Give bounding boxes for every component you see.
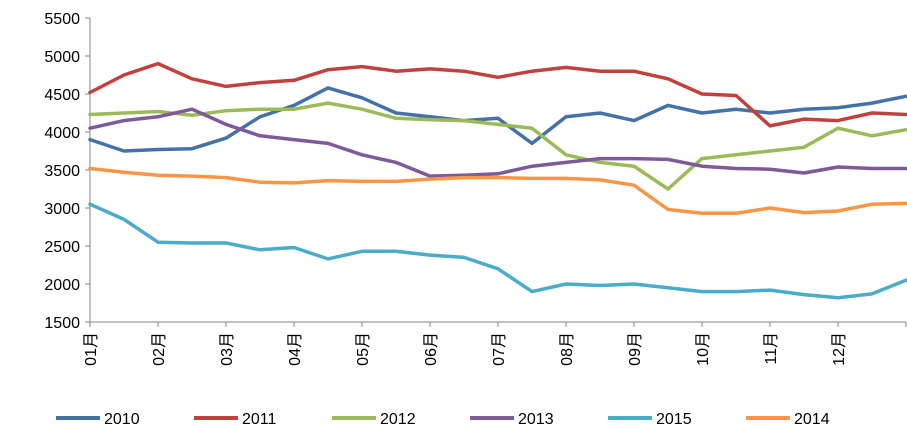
x-tick-label: 03月 [219, 332, 236, 366]
x-tick-label: 11月 [763, 332, 780, 365]
x-tick-label: 04月 [287, 332, 304, 366]
legend-label-2011: 2011 [242, 411, 277, 428]
y-tick-label: 3500 [44, 163, 80, 180]
x-tick-label: 10月 [695, 332, 712, 366]
x-tick-label: 12月 [831, 332, 848, 366]
series-line-2015 [88, 202, 907, 300]
legend-label-2015: 2015 [656, 411, 692, 428]
x-tick-label: 09月 [627, 332, 644, 366]
x-tick-label: 01月 [83, 332, 100, 366]
series-line-2011 [88, 61, 907, 128]
series-line-2010 [88, 86, 907, 153]
legend-label-2013: 2013 [518, 411, 554, 428]
legend-label-2010: 2010 [104, 411, 140, 428]
y-tick-label: 5000 [44, 49, 80, 66]
series-line-2012 [88, 101, 907, 191]
axes: 1500 2000 2500 3000 3500 4000 4500 5000 5500 01月 0… [44, 11, 907, 366]
y-tick-label: 2500 [44, 239, 80, 256]
x-tick-label: 02月 [151, 332, 168, 366]
series-line-2014 [88, 166, 907, 216]
series-line-2013 [88, 107, 907, 178]
y-tick-label: 1500 [44, 315, 80, 332]
x-tick-label: 08月 [559, 332, 576, 366]
x-tick-label: 05月 [355, 332, 372, 366]
y-tick-label: 4500 [44, 87, 80, 104]
y-tick-label: 4000 [44, 125, 80, 142]
x-tick-label: 07月 [491, 332, 508, 366]
y-tick-label: 2000 [44, 277, 80, 294]
series-lines [88, 61, 907, 300]
y-tick-label: 3000 [44, 201, 80, 218]
y-tick-label: 5500 [44, 11, 80, 28]
legend-label-2014: 2014 [794, 411, 830, 428]
legend: 2010 2011 2012 2013 2015 2014 [56, 411, 830, 428]
x-tick-label: 06月 [423, 332, 440, 366]
legend-label-2012: 2012 [380, 411, 416, 428]
